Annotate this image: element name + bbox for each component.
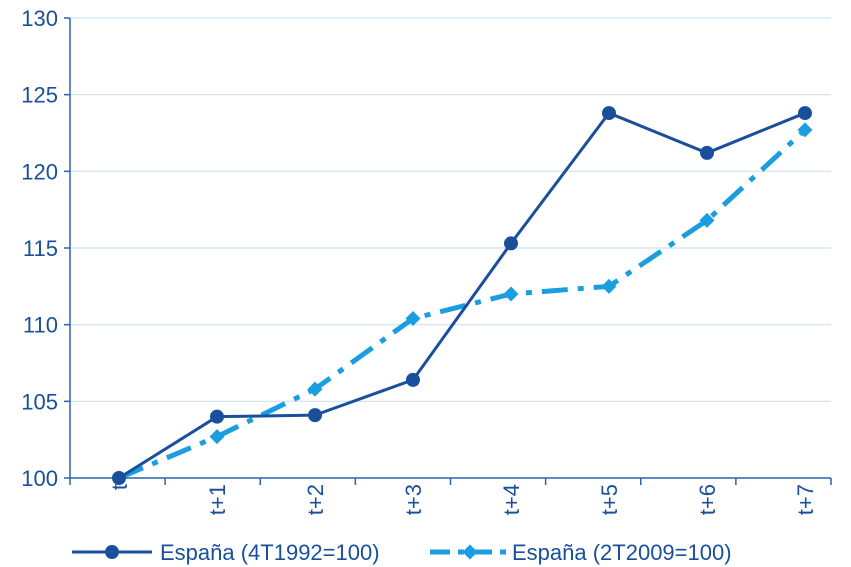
y-tick-labels: 100 105 110 115 120 125 130 [21,6,58,491]
series-1 [112,106,812,485]
data-point [308,408,322,423]
data-point [503,286,519,302]
data-point [798,106,812,121]
data-point [307,381,323,397]
y-tick-label: 105 [21,389,58,414]
legend: España (4T1992=100) España (2T2009=100) [72,540,732,565]
x-tick-label: t+7 [793,484,818,515]
y-tick-label: 110 [23,313,58,338]
data-point [699,212,715,228]
x-tick-label: t+6 [695,484,720,515]
series-line-2 [118,128,807,481]
x-tick-label: t+5 [597,484,622,515]
series-line-1 [118,111,806,480]
axes [64,17,832,485]
series-2 [111,122,813,486]
y-tick-label: 120 [21,159,58,184]
y-tick-label: 125 [21,83,58,108]
data-point [210,409,224,424]
x-tick-label: t [107,484,132,490]
legend-swatch-marker [462,544,478,560]
data-point [209,429,225,445]
data-point [601,278,617,294]
data-point [700,145,714,160]
legend-swatch-marker [105,545,119,559]
legend-label: España (2T2009=100) [512,540,732,565]
data-point [602,106,616,121]
grid-lines [70,17,831,402]
legend-item-1: España (4T1992=100) [72,540,380,565]
y-tick-label: 130 [21,6,58,31]
series-lines [111,106,813,486]
legend-label: España (4T1992=100) [160,540,380,565]
x-tick-label: t+1 [205,484,230,515]
data-point [504,236,518,251]
legend-item-2: España (2T2009=100) [430,540,732,565]
data-point [405,311,421,327]
data-point [797,122,813,138]
data-point [112,471,126,485]
x-tick-label: t+4 [499,484,524,515]
x-tick-label: t+2 [303,484,328,515]
y-tick-label: 115 [23,236,58,261]
data-point [406,372,420,387]
y-tick-label: 100 [21,466,58,491]
x-tick-label: t+3 [401,484,426,515]
x-tick-labels: t t+1 t+2 t+3 t+4 t+5 t+6 t+7 [107,484,818,515]
